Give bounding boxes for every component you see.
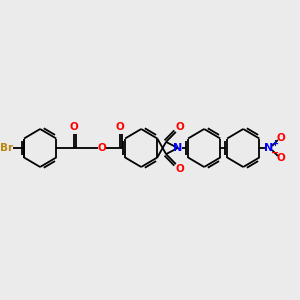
Text: Br: Br (0, 143, 13, 153)
Text: O: O (115, 122, 124, 132)
Text: +: + (272, 140, 278, 148)
Text: O: O (176, 122, 184, 132)
Text: O: O (98, 143, 106, 153)
Text: −: − (271, 148, 279, 158)
Text: O: O (276, 133, 285, 143)
Text: O: O (69, 122, 78, 132)
Text: O: O (276, 153, 285, 163)
Text: N: N (173, 143, 182, 153)
Text: N: N (265, 143, 274, 153)
Text: O: O (176, 164, 184, 174)
